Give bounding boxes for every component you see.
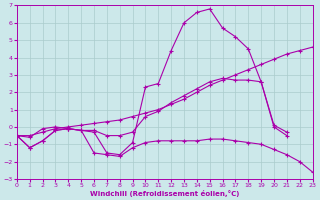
X-axis label: Windchill (Refroidissement éolien,°C): Windchill (Refroidissement éolien,°C) [90, 190, 239, 197]
